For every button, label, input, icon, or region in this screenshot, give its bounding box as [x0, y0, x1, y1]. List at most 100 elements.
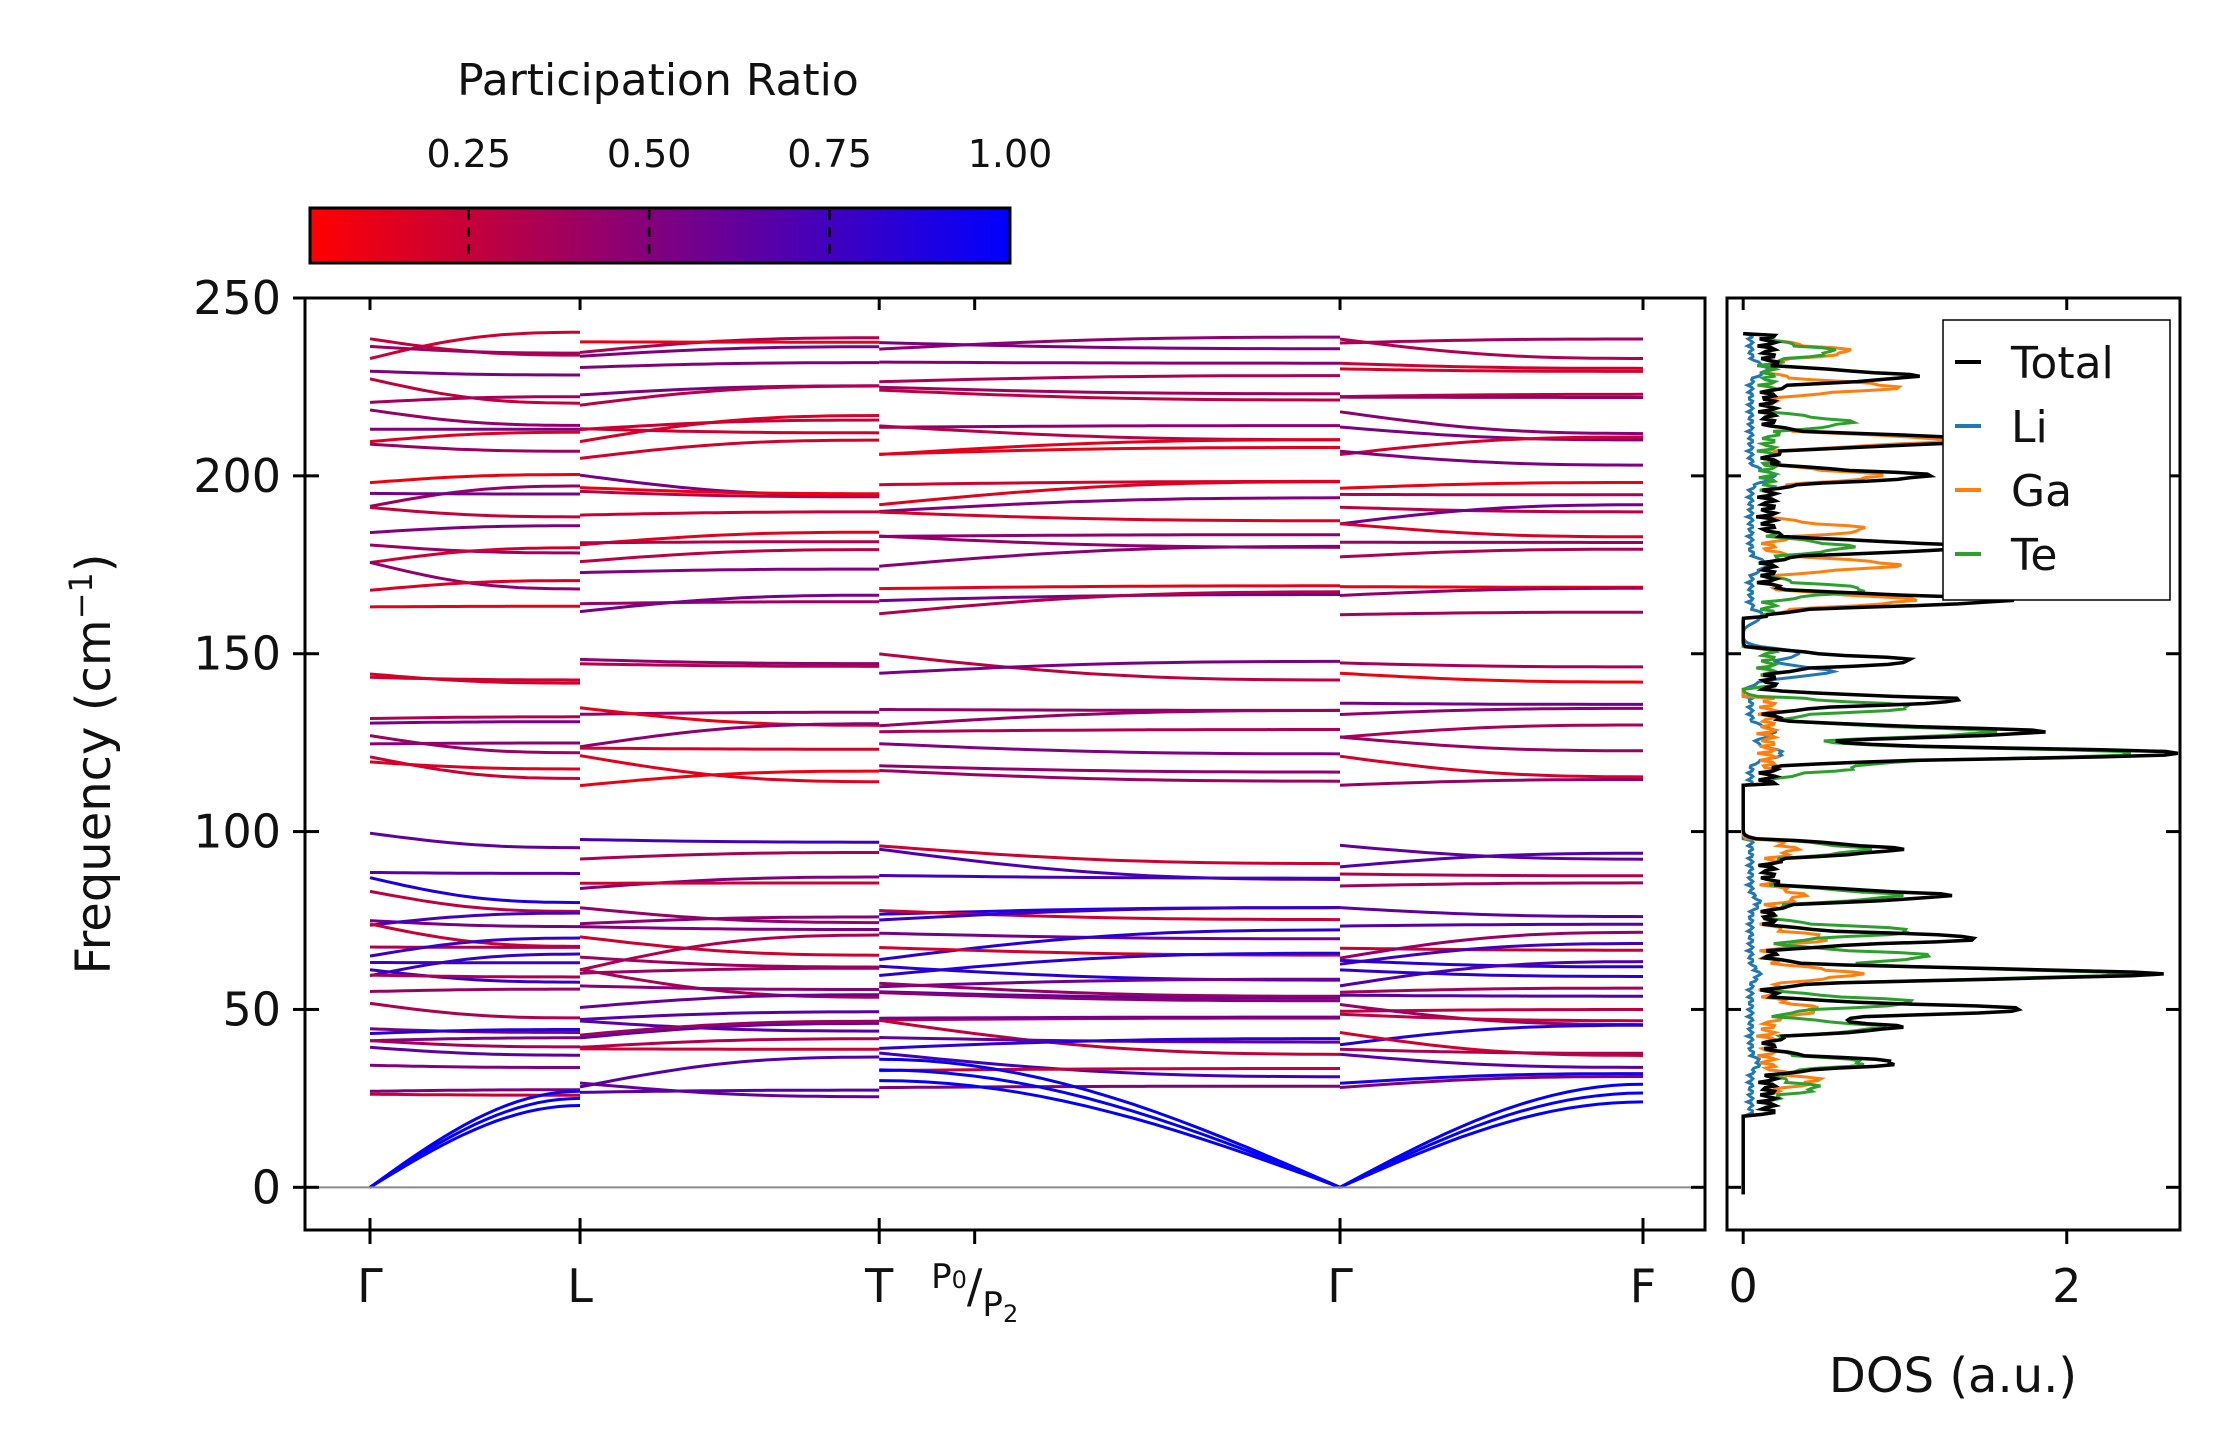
split-left-sub: 0 — [952, 1266, 967, 1294]
band-line — [879, 533, 1340, 538]
band-line — [579, 851, 880, 861]
band-line — [1339, 986, 1643, 994]
colorbar-title: Participation Ratio — [457, 55, 859, 106]
x-axis-label-dos: DOS (a.u.) — [1829, 1348, 2077, 1404]
band-line — [879, 480, 1341, 507]
y-tick-label: 250 — [193, 271, 281, 325]
band-line — [369, 734, 580, 755]
band-line — [879, 659, 1340, 675]
band-line — [369, 760, 580, 771]
dos-frame — [1725, 296, 2182, 1232]
band-line — [1339, 547, 1643, 559]
band-line — [1339, 1100, 1644, 1189]
band-line — [579, 345, 880, 358]
band-line — [579, 486, 880, 496]
y-tick-label: 150 — [193, 627, 281, 681]
band-line — [879, 341, 1340, 351]
band-line — [879, 951, 1340, 977]
band-line — [579, 955, 880, 969]
band-line — [579, 1021, 880, 1040]
band-line — [369, 1088, 580, 1093]
band-line — [1339, 872, 1643, 878]
band-line — [369, 524, 581, 535]
band-line — [1339, 1031, 1644, 1057]
band-line — [879, 438, 1341, 456]
dos-x-tick-label: 0 — [1729, 1259, 1758, 1313]
band-line — [1339, 735, 1643, 753]
band-line — [879, 874, 1340, 880]
band-line — [1339, 1012, 1643, 1023]
band-line — [579, 967, 880, 999]
band-line — [879, 1068, 1341, 1189]
band-line — [1339, 1047, 1643, 1055]
band-line — [879, 764, 1341, 774]
band-line — [1340, 701, 1643, 706]
band-line — [579, 384, 880, 407]
band-line — [879, 374, 1340, 384]
band-line — [579, 875, 880, 890]
band-line — [579, 1019, 880, 1033]
band-line — [579, 438, 880, 460]
band-line — [369, 330, 580, 360]
band-line — [579, 754, 880, 784]
band-line — [879, 652, 1340, 682]
colorbar-tick-label: 0.75 — [787, 132, 872, 176]
band-line — [369, 715, 580, 720]
band-line — [369, 672, 580, 685]
band-line — [1339, 723, 1643, 739]
band-line — [579, 769, 880, 788]
band-line — [369, 973, 580, 979]
band-line — [879, 991, 1341, 1003]
band-line — [879, 977, 1340, 989]
band-line — [879, 906, 1341, 922]
band-line — [1339, 435, 1643, 456]
colorbar-tick-label: 0.50 — [607, 132, 692, 176]
band-line — [1339, 425, 1643, 442]
band-line — [369, 911, 580, 927]
band-line — [579, 1088, 880, 1094]
band-line — [879, 1084, 1340, 1090]
k-point-label: Γ — [1327, 1259, 1353, 1313]
dos-lines — [1741, 331, 2179, 1195]
band-line — [579, 966, 880, 975]
band-line — [369, 1089, 581, 1189]
k-point-label: F — [1630, 1259, 1656, 1313]
band-line — [369, 560, 581, 591]
band-line — [1339, 851, 1644, 869]
band-line — [579, 1081, 880, 1099]
band-line — [1339, 410, 1644, 436]
band-line — [369, 408, 580, 427]
band-line — [1339, 481, 1643, 490]
band-line — [1339, 503, 1644, 526]
band-line — [369, 546, 580, 565]
legend-label-total: Total — [2010, 338, 2114, 389]
band-line — [1339, 661, 1643, 669]
band-line — [1339, 778, 1643, 787]
band-line — [1339, 993, 1643, 998]
y-tick-label: 200 — [193, 449, 281, 503]
band-line — [879, 708, 1341, 728]
band-line — [879, 424, 1340, 429]
band-line — [369, 1045, 580, 1057]
band-line — [579, 548, 880, 564]
band-line — [579, 935, 880, 957]
band-line — [369, 936, 581, 958]
band-line — [879, 590, 1341, 616]
band-line — [579, 1010, 880, 1021]
band-line — [579, 540, 880, 545]
y-axis-label-close: ) — [66, 553, 122, 572]
dos-x-tick-label: 2 — [2052, 1259, 2081, 1313]
band-line — [369, 506, 580, 519]
band-line — [369, 430, 580, 444]
band-line — [1339, 1052, 1643, 1069]
band-line — [579, 530, 880, 547]
band-line — [369, 491, 580, 496]
band-line — [369, 876, 581, 905]
band-line — [879, 510, 1340, 523]
split-right-sub: 2 — [1003, 1300, 1018, 1328]
band-line — [1339, 449, 1643, 467]
band-line — [879, 931, 1340, 941]
